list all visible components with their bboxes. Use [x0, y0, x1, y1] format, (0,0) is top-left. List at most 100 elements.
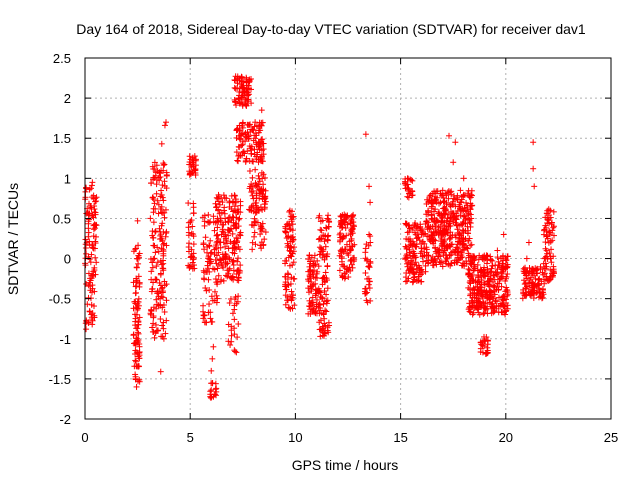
data-point — [344, 250, 351, 257]
data-point — [157, 270, 164, 277]
data-point — [259, 225, 266, 232]
data-point — [450, 159, 457, 166]
data-point — [319, 252, 326, 259]
data-point — [212, 276, 219, 283]
data-point — [322, 232, 329, 239]
data-point — [323, 308, 330, 315]
data-point — [203, 287, 210, 294]
data-point — [82, 236, 89, 243]
data-point — [233, 234, 240, 241]
data-point — [149, 163, 156, 170]
data-point — [158, 209, 165, 216]
data-point — [160, 325, 167, 332]
data-point — [320, 274, 327, 281]
data-point — [92, 271, 99, 278]
data-point — [82, 188, 89, 195]
data-point — [232, 294, 239, 301]
data-point — [83, 317, 90, 324]
data-point — [232, 73, 239, 80]
data-point — [163, 242, 170, 249]
data-point — [344, 265, 351, 272]
data-point — [204, 268, 211, 275]
data-point — [219, 262, 226, 269]
data-point — [93, 259, 100, 266]
data-point — [91, 288, 98, 295]
data-point — [494, 247, 501, 254]
data-point — [209, 318, 216, 325]
data-point — [320, 301, 327, 308]
data-point — [190, 157, 197, 164]
data-point — [213, 203, 220, 210]
data-point — [494, 254, 501, 261]
data-point — [190, 210, 197, 217]
data-point — [157, 232, 164, 239]
data-point — [324, 324, 331, 331]
data-point — [208, 387, 215, 394]
data-point — [152, 249, 159, 256]
data-point — [200, 302, 207, 309]
data-point — [291, 302, 298, 309]
data-point — [457, 187, 464, 194]
data-point — [149, 194, 156, 201]
data-point — [86, 216, 93, 223]
data-point — [89, 282, 96, 289]
data-point — [132, 357, 139, 364]
data-point — [252, 209, 259, 216]
data-point — [307, 306, 314, 313]
data-point — [283, 235, 290, 242]
data-point — [130, 279, 137, 286]
data-point — [305, 289, 312, 296]
data-point — [163, 169, 170, 176]
data-point — [201, 218, 208, 225]
y-axis-label: SDTVAR / TECUs — [5, 183, 21, 295]
data-point — [283, 258, 290, 265]
data-point — [323, 253, 330, 260]
data-point — [305, 278, 312, 285]
data-point — [93, 233, 100, 240]
data-point — [237, 262, 244, 269]
data-point — [135, 295, 142, 302]
data-point — [234, 80, 241, 87]
data-point — [309, 283, 316, 290]
data-point — [317, 305, 324, 312]
data-point — [262, 229, 269, 236]
data-point — [162, 330, 169, 337]
data-point — [158, 140, 165, 147]
data-point — [91, 314, 98, 321]
data-point — [136, 280, 143, 287]
data-point — [215, 198, 222, 205]
data-point — [535, 276, 542, 283]
data-point — [252, 182, 259, 189]
data-point — [258, 136, 265, 143]
data-point — [155, 248, 162, 255]
data-point — [285, 254, 292, 261]
data-point — [217, 278, 224, 285]
data-point — [213, 245, 220, 252]
y-tick-label: 0.5 — [53, 211, 71, 226]
gridlines — [85, 58, 611, 419]
data-point — [200, 308, 207, 315]
data-point — [222, 219, 229, 226]
data-point — [149, 286, 156, 293]
data-point — [337, 230, 344, 237]
data-point — [235, 293, 242, 300]
data-point — [207, 250, 214, 257]
data-point — [224, 260, 231, 267]
data-point — [288, 244, 295, 251]
data-point — [155, 210, 162, 217]
data-point — [205, 211, 212, 218]
data-point — [132, 358, 139, 365]
data-point — [258, 239, 265, 246]
data-point — [236, 144, 243, 151]
data-point — [366, 183, 373, 190]
data-point — [91, 209, 98, 216]
data-point — [348, 227, 355, 234]
data-point — [306, 252, 313, 259]
data-point — [318, 245, 325, 252]
data-point — [228, 205, 235, 212]
data-point — [248, 75, 255, 82]
data-point — [130, 340, 137, 347]
data-point — [362, 249, 369, 256]
data-point — [208, 380, 215, 387]
data-point — [90, 303, 97, 310]
